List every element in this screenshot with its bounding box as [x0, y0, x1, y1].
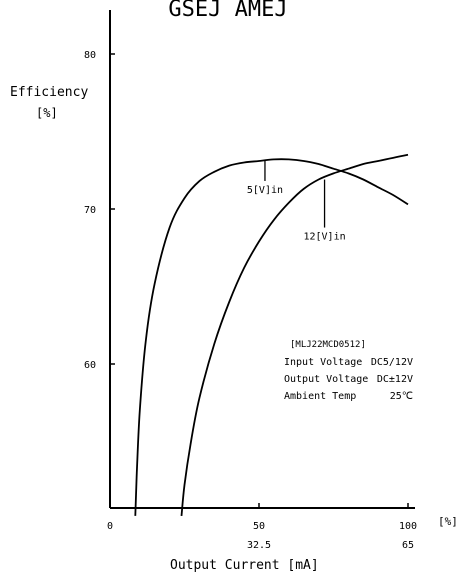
x-tick-sublabel: 32.5 — [247, 540, 271, 551]
x-tick-label: 100 — [399, 521, 417, 532]
annotation-label: 5[V]in — [247, 185, 283, 196]
info-box: [MLJ22MCD0512] Input Voltage DC5/12V Out… — [284, 340, 413, 402]
x-tick-sublabel: 65 — [402, 540, 414, 551]
annotation-label: 12[V]in — [303, 232, 345, 243]
x-tick-label: 50 — [253, 521, 265, 532]
y-axis-label: Efficiency — [10, 85, 88, 100]
y-tick-label: 60 — [84, 360, 96, 371]
y-axis-unit: [%] — [36, 106, 58, 120]
info-label-ambient: Ambient Temp — [284, 391, 356, 402]
info-model: [MLJ22MCD0512] — [290, 340, 366, 350]
info-label-output: Output Voltage — [284, 374, 368, 385]
x-tick-label: 0 — [107, 521, 113, 532]
y-tick-label: 70 — [84, 205, 96, 216]
info-value-output: DC±12V — [377, 374, 413, 385]
curve-5vin — [134, 158, 409, 516]
info-value-input: DC5/12V — [371, 357, 413, 368]
header-text: GSEJ AMEJ — [168, 0, 287, 22]
x-axis-label: Output Current [mA] — [170, 558, 319, 573]
x-axis-unit: [%] — [438, 515, 458, 528]
curve-12vin — [180, 153, 409, 516]
info-value-ambient: 25℃ — [390, 391, 413, 402]
y-tick-label: 80 — [84, 50, 96, 61]
info-label-input: Input Voltage — [284, 357, 362, 368]
